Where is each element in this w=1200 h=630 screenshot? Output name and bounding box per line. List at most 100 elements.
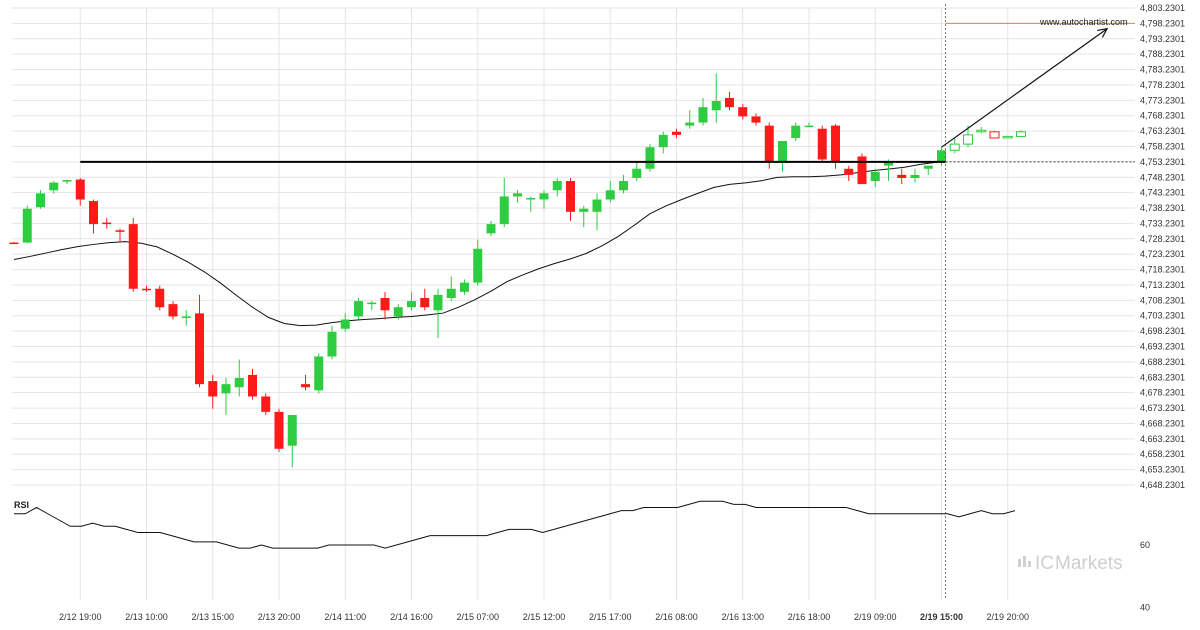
candle-body bbox=[566, 181, 575, 212]
y-tick-label: 4,738.2301 bbox=[1140, 203, 1185, 213]
y-tick-label: 4,668.2301 bbox=[1140, 418, 1185, 428]
x-tick-label: 2/14 11:00 bbox=[324, 612, 366, 622]
candle-body bbox=[407, 301, 416, 308]
rsi-panel: RSI 60 40 bbox=[14, 500, 1150, 613]
candle-body bbox=[870, 171, 880, 182]
grid bbox=[12, 7, 1135, 600]
x-tick-label: 2/15 07:00 bbox=[456, 612, 499, 622]
y-tick-label: 4,763.2301 bbox=[1140, 126, 1185, 136]
candle-body bbox=[168, 304, 178, 317]
rsi-tick-label: 60 bbox=[1140, 540, 1150, 550]
candle-body bbox=[764, 125, 774, 163]
candle-body bbox=[433, 294, 443, 311]
y-tick-label: 4,788.2301 bbox=[1140, 49, 1185, 59]
candle-body bbox=[910, 174, 920, 178]
x-tick-label: 2/16 18:00 bbox=[788, 612, 831, 622]
candle-body bbox=[725, 97, 734, 108]
candle-body bbox=[89, 201, 98, 225]
candle-body bbox=[367, 302, 377, 305]
x-tick-label: 2/16 13:00 bbox=[721, 612, 764, 622]
candle-body bbox=[605, 190, 615, 200]
candle-body bbox=[738, 107, 748, 117]
candle-body bbox=[619, 181, 628, 191]
y-tick-label: 4,753.2301 bbox=[1140, 157, 1185, 167]
candle-body bbox=[155, 288, 165, 308]
candle-body bbox=[49, 182, 59, 191]
candle-body bbox=[248, 374, 257, 397]
candle-body bbox=[698, 107, 708, 123]
forecast-candle-body bbox=[976, 129, 987, 133]
y-tick-label: 4,683.2301 bbox=[1140, 372, 1185, 382]
time-axis: 2/12 19:00 2/13 10:00 2/13 15:00 2/13 20:00… bbox=[59, 612, 1029, 622]
candle-body bbox=[22, 208, 32, 243]
x-tick-label: 2/19 20:00 bbox=[986, 612, 1029, 622]
candle-body bbox=[274, 411, 284, 449]
brand-logo: IC Markets bbox=[1018, 553, 1123, 574]
candle-body bbox=[446, 288, 456, 298]
x-tick-label: 2/13 10:00 bbox=[125, 612, 168, 622]
candle-body bbox=[658, 134, 668, 148]
candle-body bbox=[923, 165, 933, 169]
forecast-candle-body bbox=[963, 134, 973, 145]
y-tick-label: 4,768.2301 bbox=[1140, 111, 1185, 121]
y-tick-label: 4,688.2301 bbox=[1140, 357, 1185, 367]
candle-body bbox=[102, 222, 112, 225]
candle-body bbox=[526, 197, 536, 200]
y-tick-label: 4,678.2301 bbox=[1140, 388, 1185, 398]
candle-body bbox=[685, 122, 695, 126]
candle-body bbox=[195, 313, 204, 385]
y-tick-label: 4,693.2301 bbox=[1140, 342, 1185, 352]
y-tick-label: 4,728.2301 bbox=[1140, 234, 1185, 244]
rsi-tick-label: 40 bbox=[1140, 603, 1150, 613]
x-tick-label: 2/15 17:00 bbox=[589, 612, 632, 622]
candle-body bbox=[579, 208, 589, 212]
arrow-head-icon bbox=[1097, 27, 1109, 38]
candle-body bbox=[711, 101, 721, 111]
brand-name: Markets bbox=[1055, 553, 1123, 574]
candle-body bbox=[499, 196, 509, 225]
y-tick-label: 4,778.2301 bbox=[1140, 80, 1185, 90]
x-tick-label: 2/13 20:00 bbox=[258, 612, 301, 622]
y-tick-label: 4,733.2301 bbox=[1140, 218, 1185, 228]
candle-body bbox=[645, 147, 655, 169]
x-tick-label: 2/16 08:00 bbox=[655, 612, 698, 622]
candle-body bbox=[115, 230, 125, 232]
rsi-line bbox=[14, 500, 1016, 549]
brand-dots-icon bbox=[1018, 556, 1031, 567]
candle-body bbox=[75, 179, 85, 200]
y-tick-label: 4,798.2301 bbox=[1140, 18, 1185, 28]
y-tick-label: 4,783.2301 bbox=[1140, 65, 1185, 75]
candle-body bbox=[420, 297, 430, 308]
candle-body bbox=[314, 356, 324, 391]
x-tick-label: 2/13 15:00 bbox=[191, 612, 234, 622]
candle-body bbox=[831, 125, 840, 163]
candle-body bbox=[539, 193, 549, 200]
candle-body bbox=[844, 168, 854, 175]
y-tick-label: 4,703.2301 bbox=[1140, 311, 1185, 321]
candle-body bbox=[672, 131, 681, 135]
y-tick-label: 4,748.2301 bbox=[1140, 172, 1185, 182]
candle-body bbox=[221, 384, 231, 394]
candle-body bbox=[804, 125, 814, 128]
price-axis: 4,803.2301 4,798.2301 4,793.2301 4,788.2301… bbox=[1140, 3, 1185, 490]
candle-body bbox=[36, 193, 45, 208]
candle-body bbox=[393, 307, 403, 317]
y-tick-label: 4,713.2301 bbox=[1140, 280, 1185, 290]
candle-body bbox=[234, 377, 244, 388]
y-tick-label: 4,803.2301 bbox=[1140, 3, 1185, 13]
rsi-label: RSI bbox=[14, 500, 29, 510]
candle-body bbox=[473, 248, 483, 283]
candle-body bbox=[62, 180, 72, 182]
moving-average-line bbox=[13, 161, 937, 327]
x-tick-label: 2/12 19:00 bbox=[59, 612, 102, 622]
y-tick-label: 4,658.2301 bbox=[1140, 449, 1185, 459]
candle-body bbox=[460, 282, 469, 292]
candle-body bbox=[287, 414, 297, 446]
overlay-layer bbox=[80, 4, 1135, 600]
y-tick-label: 4,718.2301 bbox=[1140, 265, 1185, 275]
forecast-arrow-line bbox=[941, 28, 1108, 148]
candle-body bbox=[632, 168, 642, 178]
candle-body bbox=[592, 199, 602, 212]
candle-body bbox=[301, 384, 310, 388]
